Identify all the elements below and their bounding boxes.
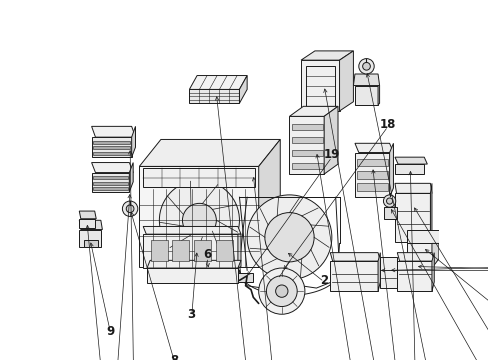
Circle shape [246,195,331,280]
Text: 7: 7 [97,359,105,360]
Polygon shape [431,253,433,291]
Bar [194,239,210,261]
Polygon shape [407,243,431,268]
Text: 8: 8 [170,354,179,360]
Circle shape [159,180,239,260]
Bar [143,168,254,187]
Circle shape [258,268,305,314]
Polygon shape [377,253,380,291]
Bar [93,182,127,185]
Bar [93,187,127,190]
Polygon shape [384,207,396,219]
Polygon shape [329,253,380,261]
Polygon shape [147,268,238,283]
Bar [291,124,322,130]
Polygon shape [289,106,337,116]
Polygon shape [429,183,431,242]
Circle shape [182,203,216,237]
Polygon shape [84,239,98,247]
Polygon shape [139,166,258,266]
Polygon shape [189,76,246,89]
Polygon shape [301,51,353,60]
Polygon shape [91,126,135,137]
Bar [93,152,130,155]
Polygon shape [301,60,339,111]
Polygon shape [258,139,280,266]
Polygon shape [91,163,133,172]
Circle shape [126,205,134,213]
Polygon shape [329,261,377,291]
Polygon shape [143,234,238,268]
Text: 18: 18 [379,118,395,131]
Polygon shape [239,76,246,103]
Bar [93,141,130,144]
Bar [93,176,127,180]
Bar [291,137,322,143]
Polygon shape [407,230,438,243]
Polygon shape [396,261,431,291]
Text: 3: 3 [187,308,195,321]
Polygon shape [238,234,241,268]
Text: 6: 6 [203,248,211,261]
Polygon shape [431,243,438,268]
Bar [151,239,167,261]
Text: 19: 19 [323,148,339,161]
Bar [357,159,387,166]
Text: 2: 2 [320,274,327,287]
Bar [215,239,232,261]
Polygon shape [389,143,393,197]
Polygon shape [139,139,280,166]
Polygon shape [131,126,135,157]
Polygon shape [79,230,101,247]
Circle shape [266,276,297,306]
Polygon shape [91,172,129,192]
Polygon shape [289,116,324,174]
Circle shape [358,59,373,74]
Polygon shape [396,253,433,261]
Text: 9: 9 [106,325,115,338]
Polygon shape [79,219,95,228]
Polygon shape [354,153,389,197]
Circle shape [264,213,313,262]
Polygon shape [394,164,424,174]
Polygon shape [354,143,393,153]
Polygon shape [353,74,379,86]
Polygon shape [324,106,337,174]
Polygon shape [394,193,429,242]
Polygon shape [79,220,102,230]
Bar [291,150,322,156]
Polygon shape [147,260,241,268]
Bar [172,239,189,261]
Polygon shape [377,86,379,105]
Polygon shape [129,163,133,192]
Circle shape [383,195,395,207]
Circle shape [362,62,369,70]
Polygon shape [394,157,427,164]
Bar [291,163,322,170]
Bar [357,171,387,179]
Polygon shape [394,183,431,193]
Polygon shape [189,89,239,103]
Polygon shape [91,137,131,157]
Circle shape [122,201,138,216]
Polygon shape [339,51,353,111]
Polygon shape [79,211,96,219]
Polygon shape [354,86,377,105]
Circle shape [386,198,392,204]
Polygon shape [379,257,396,288]
Polygon shape [143,226,241,234]
Bar [93,147,130,149]
Bar [357,183,387,191]
Polygon shape [238,273,253,282]
Circle shape [275,285,287,297]
